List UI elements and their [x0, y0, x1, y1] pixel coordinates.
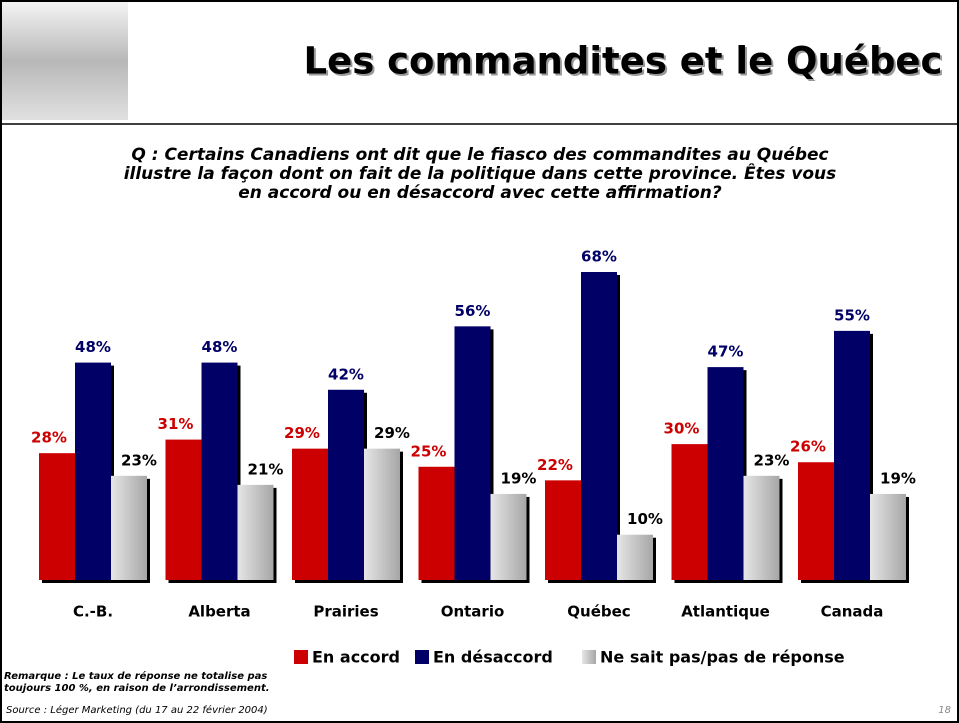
bar: [201, 362, 238, 580]
value-label: 56%: [455, 302, 491, 320]
bar: [292, 448, 328, 580]
legend-swatch: [582, 650, 596, 664]
value-label: 68%: [581, 248, 617, 266]
bar: [671, 444, 708, 580]
legend-label: En désaccord: [433, 648, 553, 667]
x-tick-label: Canada: [821, 603, 884, 621]
value-label: 28%: [31, 429, 67, 447]
value-label: 31%: [158, 415, 194, 433]
bar: [111, 475, 147, 580]
legend-label: Ne sait pas/pas de réponse: [600, 648, 845, 667]
value-label: 19%: [880, 469, 916, 487]
value-label: 47%: [708, 343, 744, 361]
value-label: 23%: [754, 451, 790, 469]
x-tick-label: Ontario: [441, 603, 505, 621]
x-tick-label: Québec: [567, 603, 630, 621]
bar: [834, 330, 870, 580]
x-tick-label: Prairies: [313, 603, 378, 621]
value-label: 23%: [121, 451, 157, 469]
value-label: 10%: [627, 510, 663, 528]
bar: [328, 389, 364, 580]
value-label: 25%: [411, 442, 447, 460]
value-label: 21%: [248, 460, 284, 478]
bar: [743, 475, 780, 580]
x-tick-label: Alberta: [188, 603, 250, 621]
value-label: 48%: [202, 338, 238, 356]
value-label: 29%: [374, 424, 410, 442]
page-number: 18: [938, 705, 951, 716]
legend-swatch: [415, 650, 429, 664]
bar: [454, 326, 491, 580]
bar: [490, 493, 527, 580]
chart-title: Les commandites et le Québec: [304, 40, 943, 83]
bar: [707, 367, 744, 580]
bar: [75, 362, 111, 580]
question: Q : Certains Canadiens ont dit que le fi…: [123, 145, 837, 203]
bar: [418, 466, 455, 580]
bar: [545, 480, 581, 580]
bar: [870, 493, 906, 580]
value-label: 55%: [834, 306, 870, 324]
bar: [581, 272, 617, 580]
bar: [39, 453, 75, 580]
note: Remarque : Le taux de réponse ne totalis…: [4, 671, 270, 694]
x-tick-label: C.-B.: [73, 603, 113, 621]
title-shadow: Les commandites et le Québec: [306, 42, 945, 85]
legend-label: En accord: [312, 648, 400, 667]
value-label: 30%: [664, 420, 700, 438]
bar: [165, 439, 202, 580]
value-label: 29%: [284, 424, 320, 442]
bar: [798, 462, 834, 580]
value-label: 22%: [537, 456, 573, 474]
value-label: 48%: [75, 338, 111, 356]
bar: [617, 534, 653, 580]
source: Source : Léger Marketing (du 17 au 22 fé…: [6, 705, 268, 716]
bar: [237, 484, 274, 580]
legend-swatch: [294, 650, 308, 664]
value-label: 26%: [790, 438, 826, 456]
value-label: 19%: [501, 469, 537, 487]
x-tick-label: Atlantique: [681, 603, 770, 621]
bar: [364, 448, 400, 580]
header-photo: [2, 2, 128, 120]
value-label: 42%: [328, 365, 364, 383]
